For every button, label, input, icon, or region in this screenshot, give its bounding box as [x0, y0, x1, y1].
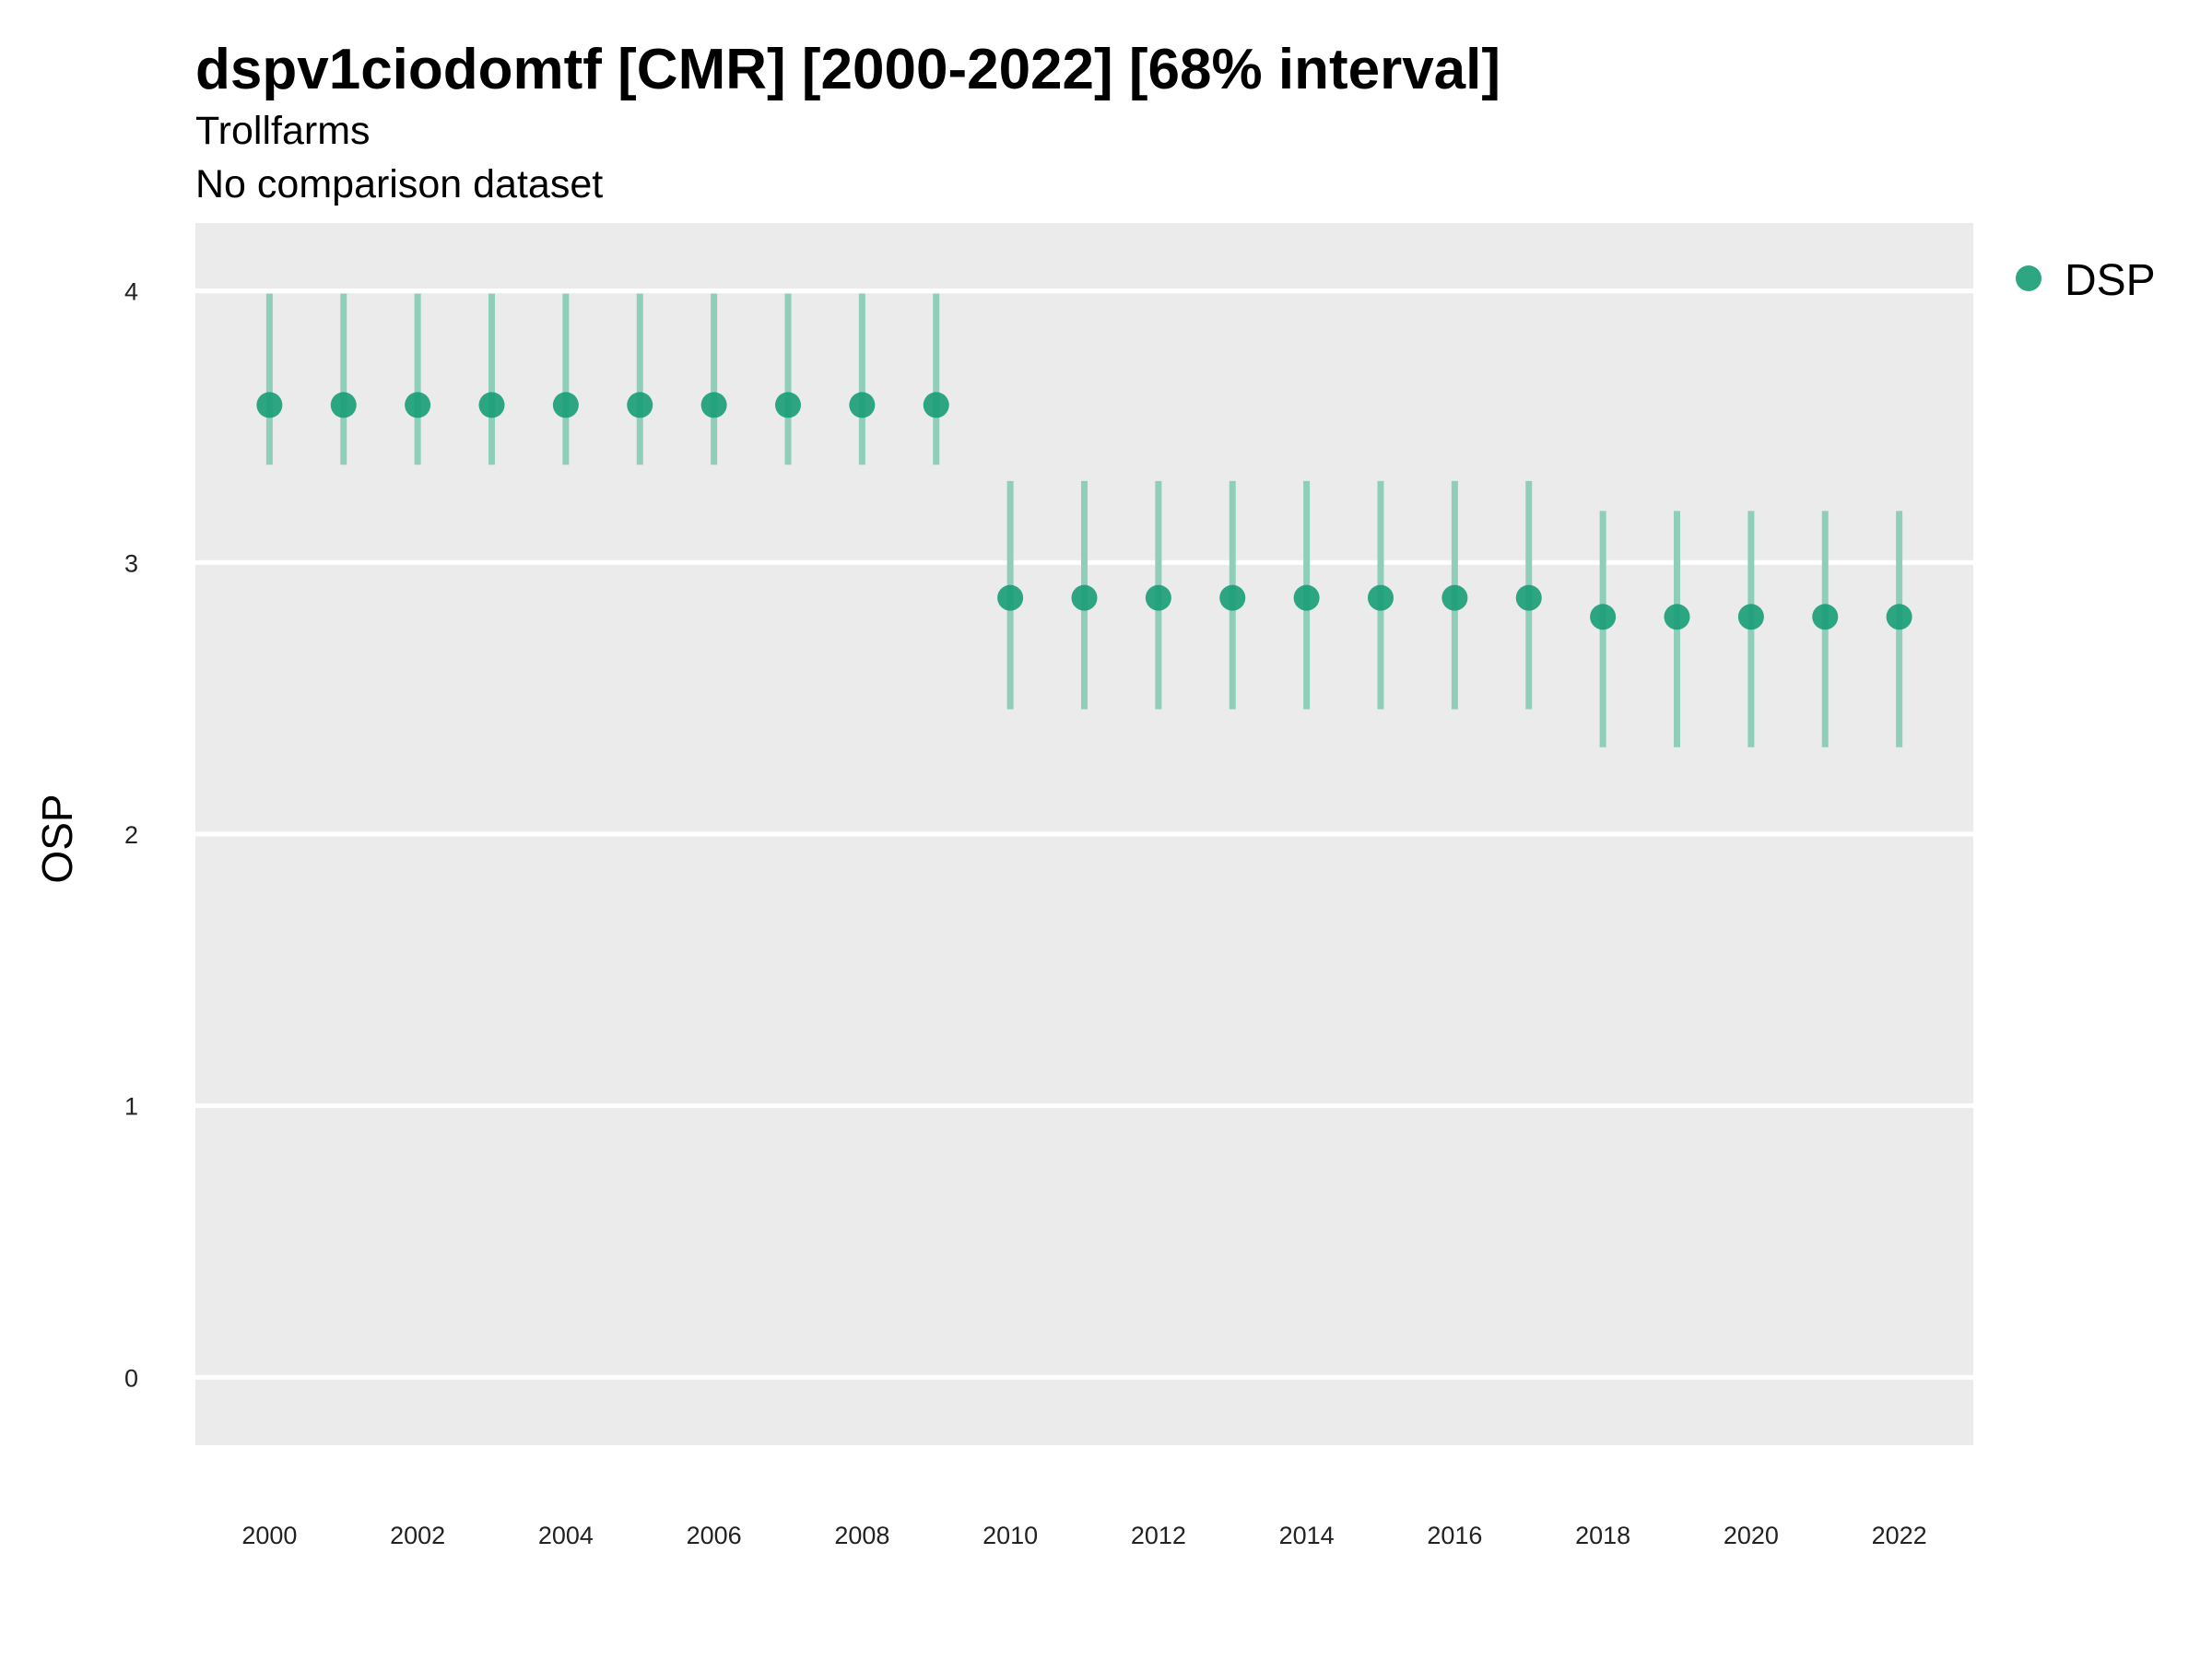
x-tick-label: 2014	[1279, 1522, 1335, 1549]
data-point	[1219, 584, 1246, 611]
data-point	[1737, 604, 1764, 630]
data-point	[627, 392, 653, 418]
x-tick-labels: 2000 2002 2004 2006 2008 2010 2012 2014 2016 2018…	[241, 1522, 1926, 1549]
data-point	[1293, 584, 1320, 611]
y-tick-label: 0	[124, 1364, 138, 1392]
data-point	[1886, 604, 1912, 630]
y-axis-title: OSP	[33, 794, 81, 883]
x-tick-label: 2010	[982, 1522, 1038, 1549]
data-point	[256, 392, 283, 418]
y-tick-label: 1	[124, 1093, 138, 1121]
x-tick-label: 2016	[1427, 1522, 1482, 1549]
data-point	[552, 392, 579, 418]
data-point	[849, 392, 876, 418]
legend-label-dsp: DSP	[2065, 256, 2156, 305]
data-point	[997, 584, 1024, 611]
y-tick-label: 2	[124, 821, 138, 849]
data-point	[1441, 584, 1468, 611]
data-point	[923, 392, 949, 418]
x-tick-label: 2020	[1724, 1522, 1779, 1549]
x-tick-label: 2000	[241, 1522, 297, 1549]
data-points	[256, 392, 1912, 630]
x-tick-label: 2018	[1575, 1522, 1630, 1549]
x-tick-label: 2004	[538, 1522, 594, 1549]
data-point	[1590, 604, 1617, 630]
data-point	[1664, 604, 1690, 630]
data-point	[1812, 604, 1839, 630]
data-point	[330, 392, 357, 418]
y-tick-label: 4	[124, 278, 138, 306]
x-tick-label: 2022	[1872, 1522, 1927, 1549]
chart-title: dspv1ciodomtf [CMR] [2000-2022] [68% int…	[195, 38, 1500, 101]
data-point	[1515, 584, 1542, 611]
data-point	[700, 392, 727, 418]
y-tick-label: 3	[124, 549, 138, 577]
chart-subtitle-1: Trollfarms	[195, 109, 371, 153]
y-tick-labels: 0 1 2 3 4	[124, 278, 138, 1393]
data-point	[1145, 584, 1171, 611]
data-point	[405, 392, 431, 418]
data-point	[478, 392, 505, 418]
legend: DSP	[2016, 256, 2156, 305]
x-tick-label: 2006	[687, 1522, 742, 1549]
data-point	[775, 392, 801, 418]
data-point	[1071, 584, 1098, 611]
x-tick-label: 2008	[834, 1522, 889, 1549]
x-tick-label: 2002	[390, 1522, 445, 1549]
legend-swatch-dsp	[2016, 265, 2041, 291]
x-tick-label: 2012	[1131, 1522, 1186, 1549]
data-point	[1368, 584, 1394, 611]
chart-subtitle-2: No comparison dataset	[195, 162, 603, 206]
